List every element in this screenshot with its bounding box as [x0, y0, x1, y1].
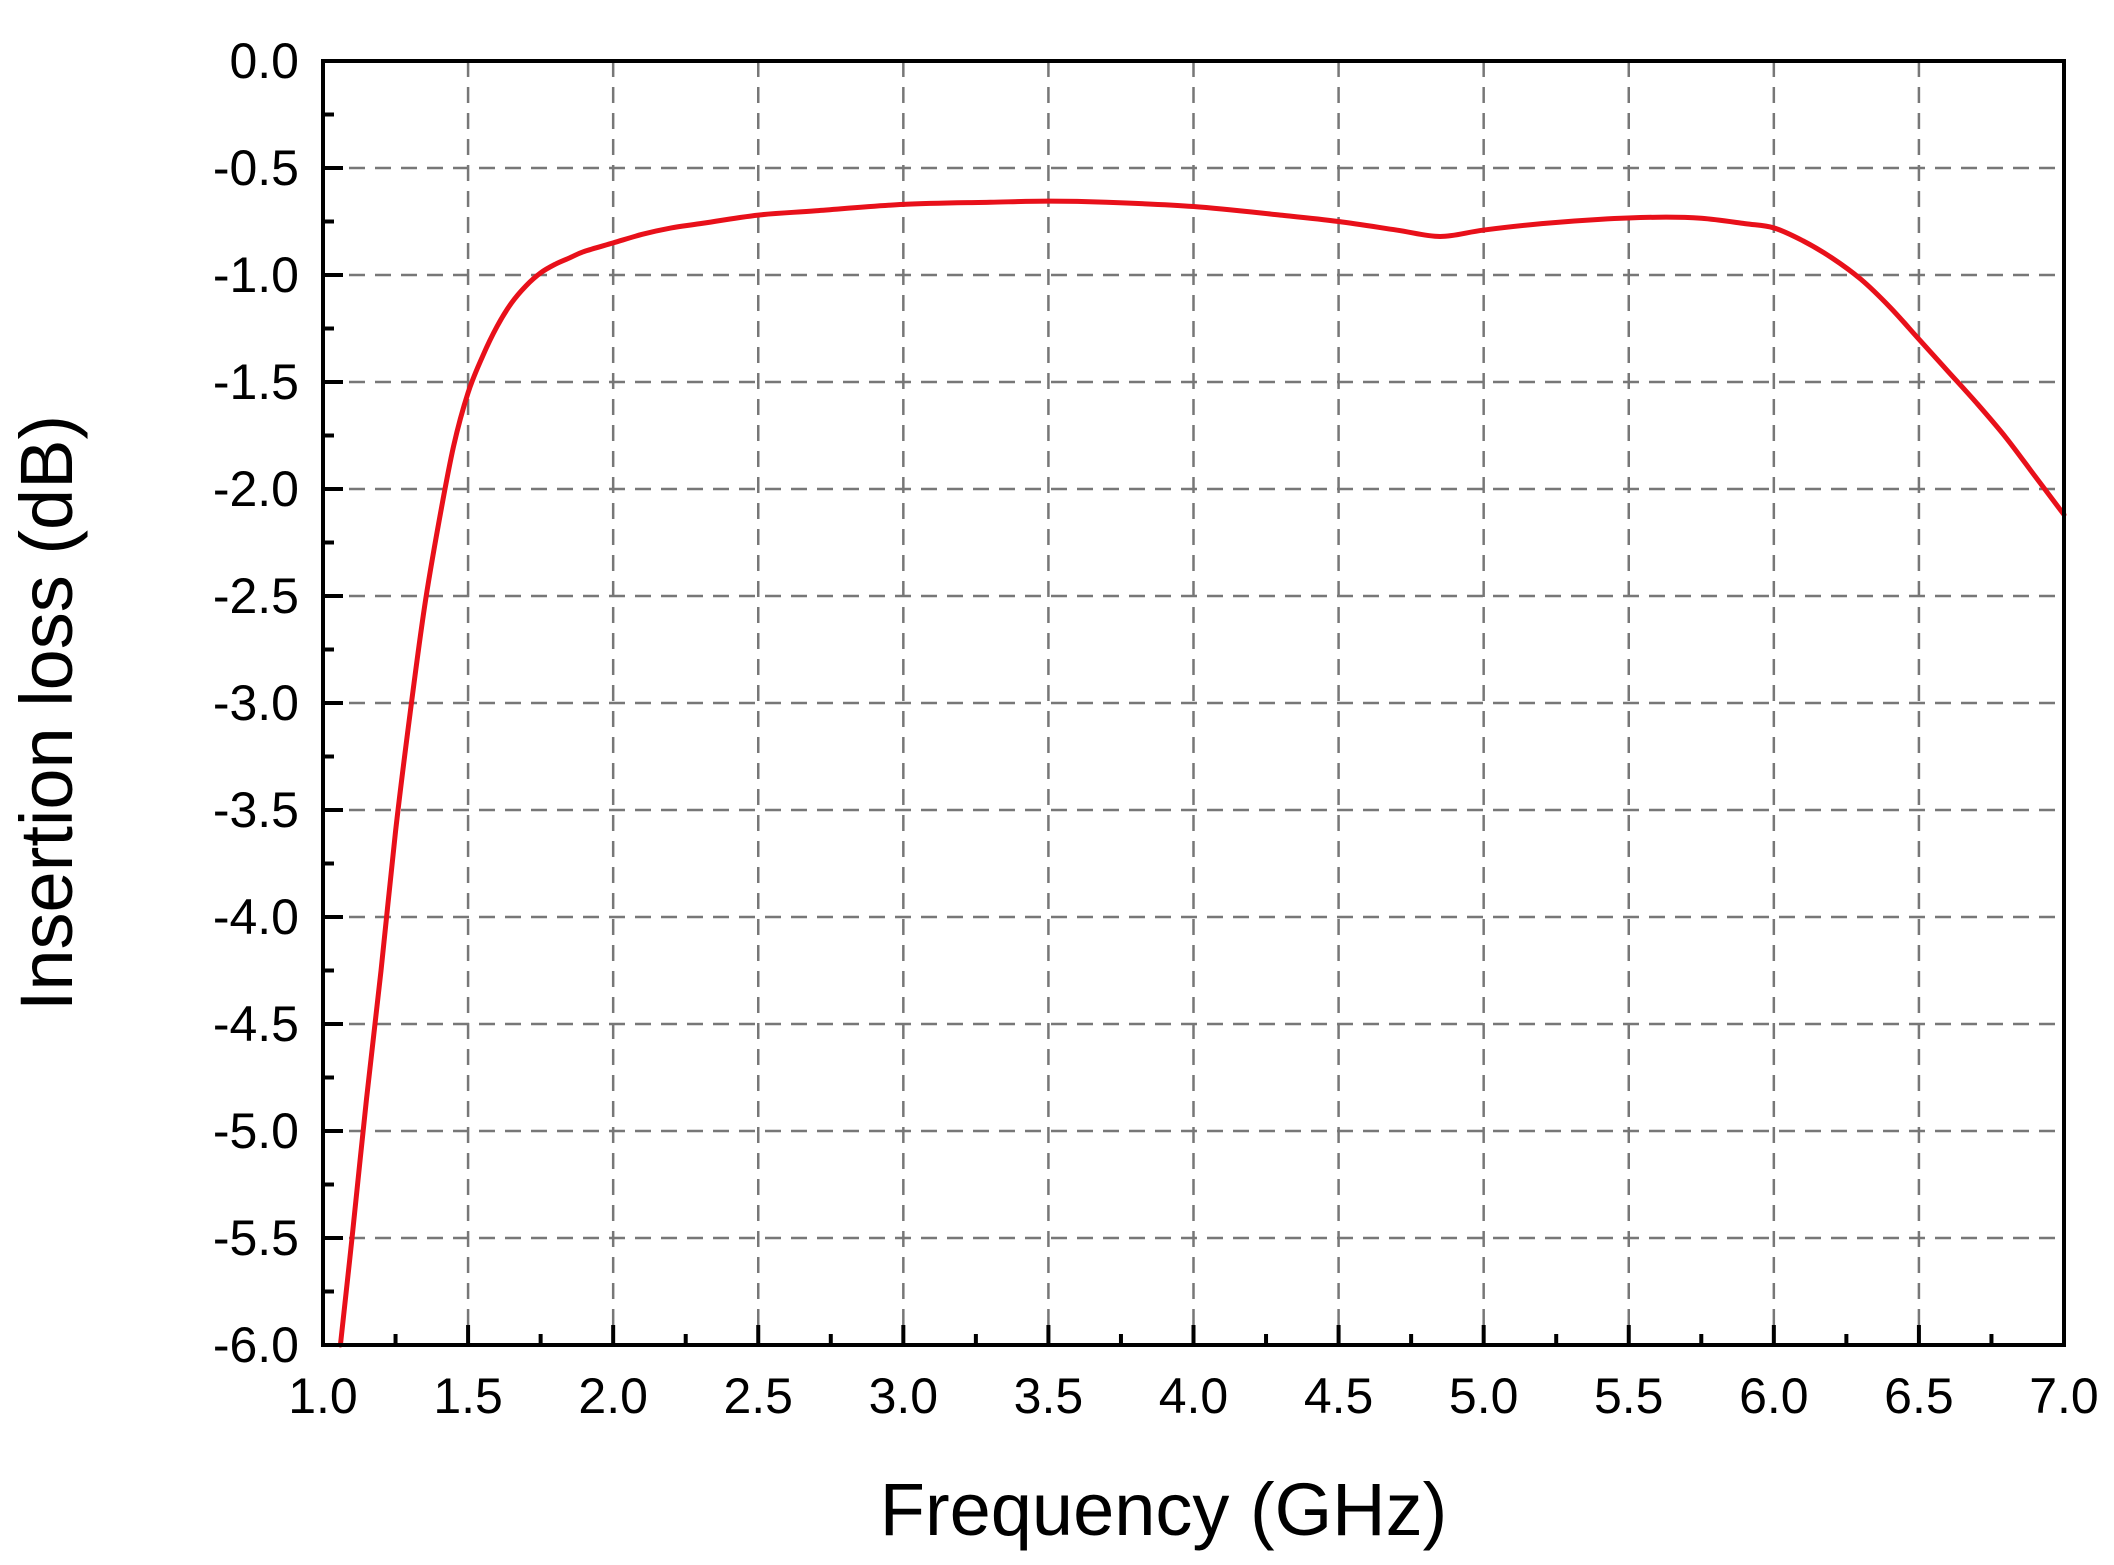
x-tick-label: 7.0: [2029, 1368, 2099, 1424]
x-tick-label: 4.0: [1159, 1368, 1229, 1424]
y-tick-label: -5.0: [213, 1103, 299, 1159]
y-tick-label: -2.5: [213, 568, 299, 624]
y-tick-label: -1.5: [213, 354, 299, 410]
y-tick-label: -2.0: [213, 461, 299, 517]
axis-ticks: [321, 59, 2066, 1347]
x-tick-label: 3.5: [1014, 1368, 1084, 1424]
x-tick-label: 2.0: [578, 1368, 648, 1424]
x-tick-label: 6.0: [1739, 1368, 1809, 1424]
grid: [323, 61, 2064, 1345]
y-tick-label: -3.5: [213, 782, 299, 838]
x-tick-label: 5.0: [1449, 1368, 1519, 1424]
x-tick-label: 3.0: [869, 1368, 939, 1424]
y-tick-label: -4.5: [213, 996, 299, 1052]
x-tick-label: 1.5: [433, 1368, 503, 1424]
y-tick-label: -5.5: [213, 1210, 299, 1266]
y-tick-label: -0.5: [213, 140, 299, 196]
y-tick-labels: 0.0 -0.5 -1.0 -1.5 -2.0 -2.5 -3.0 -3.5 -4.0 -4.5 -…: [213, 33, 299, 1373]
x-tick-label: 4.5: [1304, 1368, 1374, 1424]
y-tick-label: -3.0: [213, 675, 299, 731]
y-tick-label: -4.0: [213, 889, 299, 945]
x-axis-title: Frequency (GHz): [880, 1468, 1447, 1551]
series-layer: [337, 198, 2067, 1348]
x-tick-labels: 1.0 1.5 2.0 2.5 3.0 3.5 4.0 4.5 5.0 5.5 6.0 6.5 7.0: [288, 1368, 2099, 1424]
insertion-loss-series-line: [337, 198, 2067, 1348]
x-tick-label: 1.0: [288, 1368, 358, 1424]
y-tick-label: -1.0: [213, 247, 299, 303]
y-axis-title: Insertion loss (dB): [5, 415, 88, 1011]
x-tick-label: 2.5: [723, 1368, 793, 1424]
y-tick-label: 0.0: [229, 33, 299, 89]
x-tick-label: 5.5: [1594, 1368, 1664, 1424]
x-tick-label: 6.5: [1884, 1368, 1954, 1424]
y-tick-label: -6.0: [213, 1317, 299, 1373]
